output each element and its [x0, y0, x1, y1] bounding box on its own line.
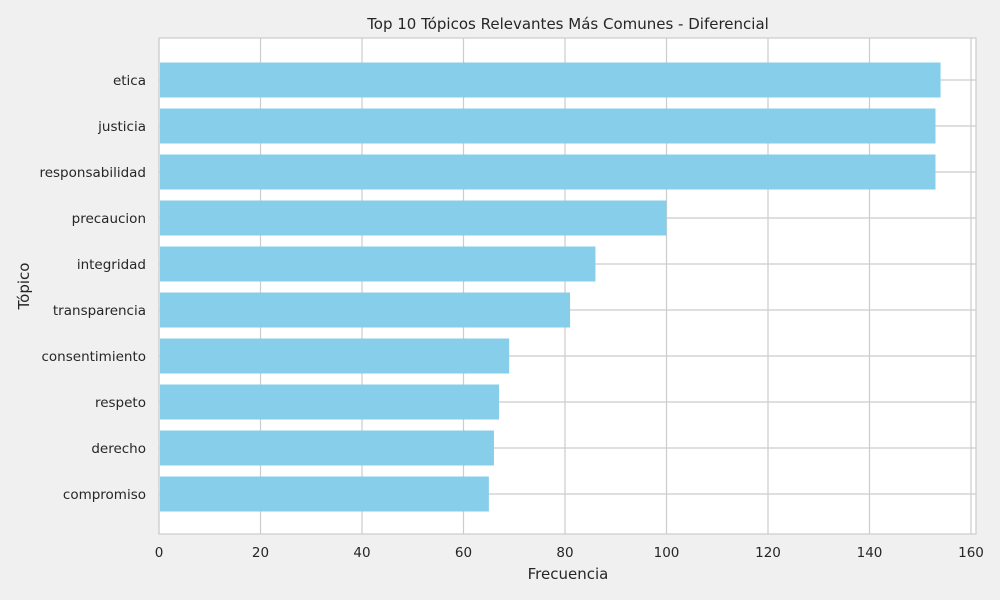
bars — [160, 62, 941, 512]
y-tick-labels: etica justicia responsabilidad precaucion in… — [39, 73, 146, 503]
x-tick-label: 40 — [353, 545, 370, 561]
bar-respeto — [160, 384, 500, 420]
bar-responsabilidad — [160, 154, 936, 190]
y-tick-label: precaucion — [72, 211, 146, 227]
bar-integridad — [160, 246, 596, 282]
y-tick-label: responsabilidad — [39, 165, 146, 181]
x-tick-label: 140 — [857, 545, 883, 561]
bar-derecho — [160, 430, 494, 466]
y-tick-label: etica — [113, 73, 146, 89]
x-tick-label: 160 — [958, 545, 984, 561]
x-tick-label: 60 — [455, 545, 472, 561]
x-tick-label: 100 — [654, 545, 680, 561]
x-tick-label: 0 — [155, 545, 164, 561]
bar-compromiso — [160, 476, 489, 512]
y-tick-label: justicia — [97, 119, 146, 135]
bar-justicia — [160, 108, 936, 144]
y-tick-label: respeto — [95, 395, 146, 411]
bar-etica — [160, 62, 941, 98]
x-axis-label: Frecuencia — [528, 565, 609, 583]
y-tick-label: transparencia — [53, 303, 146, 319]
bar-consentimiento — [160, 338, 510, 374]
y-axis-label: Tópico — [15, 263, 33, 311]
x-tick-label: 120 — [755, 545, 781, 561]
bar-transparencia — [160, 292, 571, 328]
y-tick-label: consentimiento — [42, 349, 147, 365]
chart-title: Top 10 Tópicos Relevantes Más Comunes - … — [366, 15, 769, 33]
x-tick-labels: 0 20 40 60 80 100 120 140 160 — [155, 545, 984, 561]
y-tick-label: compromiso — [63, 487, 146, 503]
bar-precaucion — [160, 200, 667, 236]
y-tick-label: integridad — [77, 257, 146, 273]
x-tick-label: 80 — [556, 545, 573, 561]
y-tick-label: derecho — [91, 441, 146, 457]
x-tick-label: 20 — [252, 545, 269, 561]
